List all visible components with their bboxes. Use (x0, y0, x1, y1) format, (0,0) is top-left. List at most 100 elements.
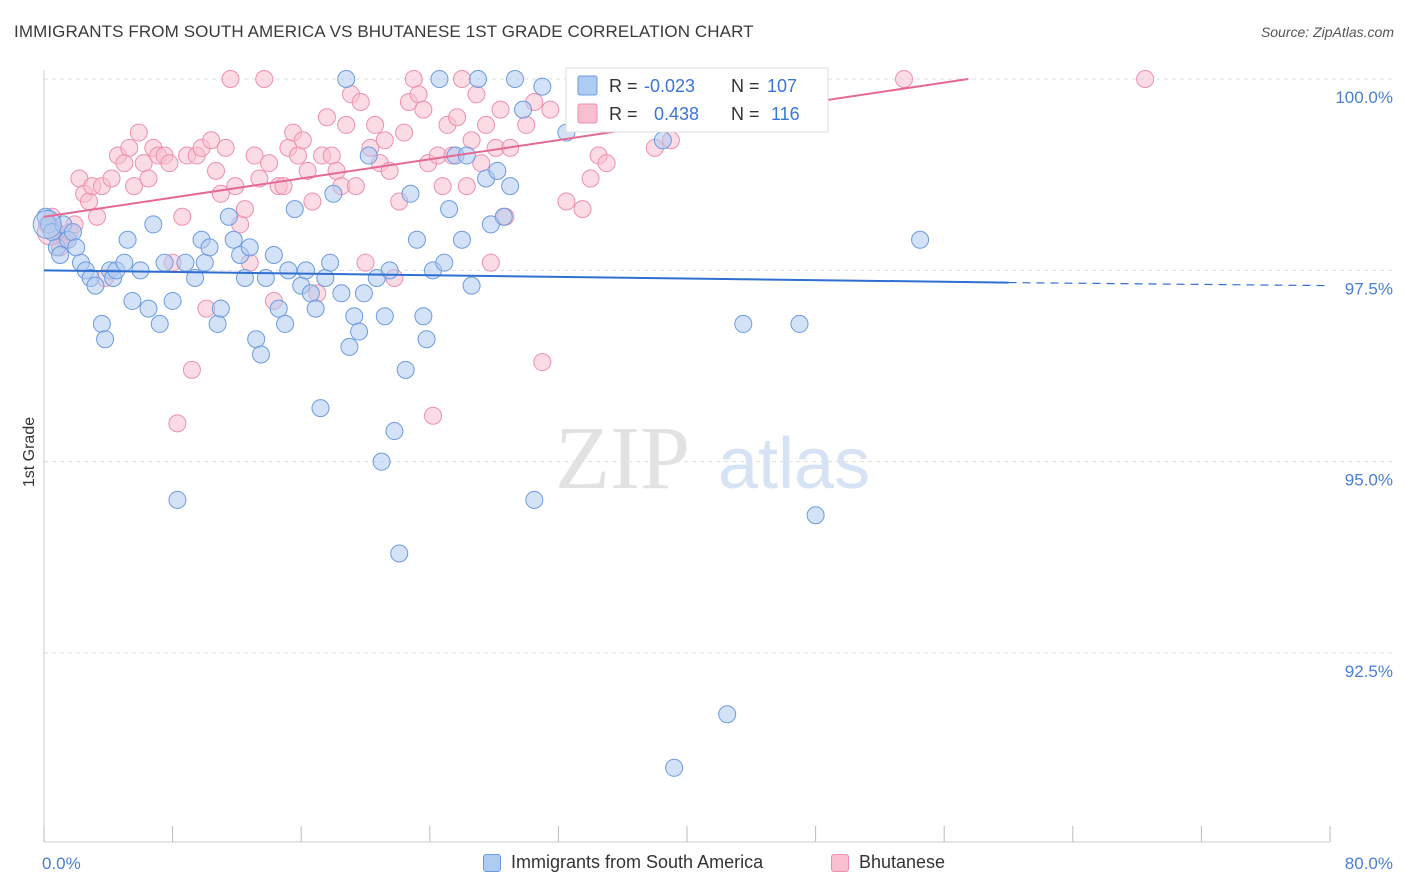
south-america-point (224, 230, 243, 249)
trendline-south-america-extension (1008, 281, 1331, 287)
bhutanese-point (322, 146, 341, 165)
bhutanese-point (182, 360, 201, 379)
bhutanese-point (452, 70, 471, 88)
bhutanese-point (298, 161, 317, 180)
south-america-point (505, 70, 524, 88)
bhutanese-point (346, 177, 365, 196)
bhutanese-point (250, 169, 269, 188)
bhutanese-point (477, 115, 496, 134)
chart-title: IMMIGRANTS FROM SOUTH AMERICA VS BHUTANE… (14, 22, 754, 41)
bhutanese-point (462, 131, 481, 150)
south-america-point (435, 253, 454, 272)
south-america-point (790, 314, 809, 333)
south-america-point (276, 314, 295, 333)
watermark-zip: ZIP (555, 409, 690, 508)
south-america-point (208, 314, 227, 333)
south-america-point (414, 307, 433, 326)
south-america-point (256, 268, 275, 287)
south-america-point (462, 276, 481, 295)
south-america-point (139, 299, 158, 318)
south-america-point (718, 705, 737, 724)
bhutanese-point (467, 85, 486, 104)
south-america-point (195, 253, 214, 272)
south-america-point (514, 100, 533, 119)
south-america-point (350, 322, 369, 341)
south-america-point (354, 284, 373, 303)
south-america-point (51, 246, 70, 265)
south-america-point (372, 452, 391, 471)
south-america-point (407, 230, 426, 249)
bhutanese-point (573, 200, 592, 219)
south-america-point (269, 299, 288, 318)
south-america-point (285, 200, 304, 219)
bhutanese-point (245, 146, 264, 165)
bhutanese-point (895, 70, 914, 88)
bhutanese-points (36, 70, 1155, 433)
bhutanese-point (317, 108, 336, 127)
bhutanese-point (288, 146, 307, 165)
south-america-point (247, 330, 266, 349)
south-america-point (96, 330, 115, 349)
south-america-point (118, 230, 137, 249)
south-america-point (264, 246, 283, 265)
legend-bottom: Immigrants from South America Bhutanese (0, 850, 1406, 880)
south-america-point (501, 177, 520, 196)
legend-correlation: R = -0.023 N = 107 R = 0.438 N = 116 (565, 67, 829, 133)
bhutanese-point (597, 154, 616, 173)
south-america-point (430, 70, 449, 88)
south-america-point (653, 131, 672, 150)
south-america-point (337, 70, 356, 88)
south-america-point (131, 261, 150, 280)
bhutanese-point (409, 85, 428, 104)
south-america-point (332, 284, 351, 303)
south-america-point (240, 238, 259, 257)
south-america-point (533, 77, 552, 96)
south-america-point (219, 207, 238, 226)
south-america-point (396, 360, 415, 379)
legend-n-label-2: N = (731, 104, 760, 124)
south-america-point (401, 184, 420, 203)
south-america-point (168, 490, 187, 509)
south-america-point (301, 284, 320, 303)
bhutanese-point (102, 169, 121, 188)
bhutanese-point (160, 154, 179, 173)
bhutanese-point (125, 177, 144, 196)
bhutanese-point (581, 169, 600, 188)
south-america-point (734, 314, 753, 333)
south-america-point (380, 261, 399, 280)
bhutanese-point (168, 414, 187, 433)
south-america-point (155, 253, 174, 272)
bhutanese-point (351, 92, 370, 111)
bhutanese-point (226, 177, 245, 196)
y-tick-label-3: 100.0% (1335, 88, 1393, 107)
bhutanese-point (433, 177, 452, 196)
y-axis-title: 1st Grade (21, 417, 38, 487)
south-america-point (176, 253, 195, 272)
south-america-point (390, 544, 409, 563)
watermark-atlas: atlas (718, 424, 870, 504)
bhutanese-point (255, 70, 274, 88)
bhutanese-point (375, 131, 394, 150)
south-america-point (525, 490, 544, 509)
south-america-point (417, 330, 436, 349)
south-america-point (92, 314, 111, 333)
legend-item-bhutanese[interactable]: Bhutanese (831, 852, 945, 873)
bhutanese-point (404, 70, 423, 88)
legend-item-south-america[interactable]: Immigrants from South America (483, 852, 763, 873)
y-tick-label-0: 92.5% (1345, 662, 1393, 681)
south-america-point (211, 299, 230, 318)
x-tick-label-max: 80.0% (1345, 854, 1393, 873)
south-america-point (86, 276, 105, 295)
south-america-point (494, 207, 513, 226)
bhutanese-point (202, 131, 221, 150)
south-america-point (279, 261, 298, 280)
south-america-point (321, 253, 340, 272)
south-america-point (665, 758, 684, 777)
legend-r-value-1: -0.023 (644, 76, 695, 96)
y-tick-label-2: 97.5% (1345, 279, 1393, 298)
south-america-point (316, 268, 335, 287)
bhutanese-point (139, 169, 158, 188)
bhutanese-point (457, 177, 476, 196)
bhutanese-point (235, 200, 254, 219)
bhutanese-point (1136, 70, 1155, 88)
